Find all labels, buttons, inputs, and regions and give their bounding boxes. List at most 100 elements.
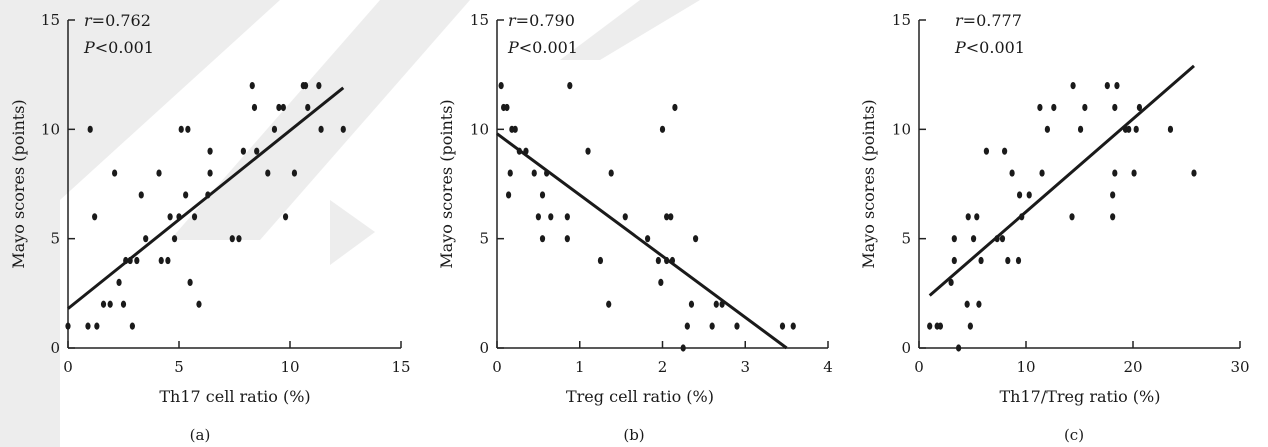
panel-b-x-tick-label: 1 [575, 358, 585, 376]
panel-c-data-point [951, 235, 957, 243]
panel-c-x-tick-label: 30 [1230, 358, 1249, 376]
panel-c-data-point [965, 213, 971, 221]
panel-c-data-point [970, 235, 977, 243]
panel-b-x-tick-label: 0 [492, 358, 502, 376]
panel-b-data-point [680, 344, 686, 352]
panel-a-data-point [318, 125, 324, 133]
panel-a-data-point [185, 125, 191, 133]
panel-c-points [927, 82, 1197, 352]
panel-b-data-point [504, 103, 510, 112]
panel-b-data-point [564, 235, 570, 243]
panel-b-label: (b) [623, 426, 644, 444]
panel-b-data-point [585, 147, 591, 155]
panel-b-data-point [498, 82, 504, 90]
panel-b-data-point [779, 322, 786, 330]
panel-a-data-point [100, 300, 107, 308]
panel-c-data-point [1009, 169, 1015, 177]
panel-c-y-tick-label: 15 [892, 11, 911, 29]
panel-c-data-point [976, 300, 982, 308]
panel-a-p-stat: P<0.001 [83, 38, 154, 57]
panel-c-y-ticks: 0 5 10 15 [892, 11, 926, 357]
panel-a-data-point [302, 82, 309, 90]
panel-a-data-point [305, 103, 311, 112]
panel-c-data-point [1104, 82, 1110, 90]
panel-b-y-ticks: 0 5 10 15 [470, 11, 504, 357]
panel-a-data-point [129, 322, 135, 330]
panel-c-data-point [983, 147, 990, 155]
panel-a-y-tick-label: 0 [50, 339, 60, 357]
panel-b-data-point [668, 213, 674, 221]
panel-c-x-tick-label: 20 [1123, 358, 1142, 376]
panel-c-data-point [1114, 82, 1120, 90]
panel-b-y-tick-label: 10 [470, 120, 489, 138]
panel-b-data-point [684, 322, 690, 330]
panel-c-data-point [1082, 103, 1088, 112]
panel-a-y-tick-label: 15 [41, 11, 60, 29]
panel-a-data-point [87, 125, 93, 133]
panel-a-data-point [65, 322, 71, 330]
panel-a-data-point [134, 256, 140, 265]
panel-b-data-point [734, 322, 740, 330]
panel-a-x-label: Th17 cell ratio (%) [159, 387, 310, 406]
panel-b-data-point [659, 125, 666, 133]
panel-b-data-point [645, 235, 651, 243]
panel-b-data-point [608, 169, 614, 177]
panel-b-x-ticks: 0 1 2 3 4 [492, 341, 833, 376]
panel-c: 0 5 10 15 0 10 20 30 r=0.777 P<0.001 Th17/Treg… [859, 11, 1250, 444]
panel-c-data-point [1016, 191, 1023, 199]
panel-c-data-point [1051, 103, 1057, 112]
panel-c-x-label: Th17/Treg ratio (%) [1000, 387, 1161, 406]
panel-b-data-point [539, 191, 546, 199]
panel-c-data-point [1002, 147, 1008, 155]
panel-a-x-ticks: 0 5 10 15 [63, 341, 411, 376]
panel-b-data-point [548, 213, 554, 221]
panel-b: 0 5 10 15 0 1 2 3 4 r=0.790 P<0.001 Treg cell r… [437, 11, 833, 444]
panel-b-data-point [658, 278, 664, 286]
panel-c-data-point [1037, 103, 1043, 112]
panel-a-y-label: Mayo scores (points) [9, 99, 28, 268]
panel-c-data-point [1110, 191, 1116, 199]
panel-c-data-point [1112, 103, 1118, 112]
panel-a-y-tick-label: 10 [41, 120, 60, 138]
panel-b-data-point [790, 322, 796, 330]
panel-b-data-point [535, 213, 541, 221]
panel-a-data-point [171, 235, 178, 243]
panel-b-data-point [539, 235, 546, 243]
panel-a-data-point [191, 213, 198, 221]
panel-c-data-point [1112, 169, 1118, 177]
panel-c-p-stat: P<0.001 [954, 38, 1025, 57]
panel-b-data-point [655, 256, 661, 265]
panel-a-data-point [291, 169, 298, 177]
panel-a-y-tick-label: 5 [50, 230, 60, 248]
panel-a-data-point [178, 125, 184, 133]
panel-c-y-tick-label: 5 [901, 230, 911, 248]
panel-a-label: (a) [190, 426, 211, 444]
panel-c-data-point [964, 300, 970, 308]
panel-c-data-point [951, 256, 957, 265]
panel-b-data-point [664, 213, 670, 221]
panel-a-x-tick-label: 10 [280, 358, 299, 376]
panel-b-data-point [713, 300, 719, 308]
panel-c-data-point [948, 278, 954, 286]
panel-c-data-point [955, 344, 962, 352]
panel-b-points [498, 82, 796, 352]
panel-b-data-point [709, 322, 715, 330]
panel-a-data-point [92, 213, 98, 221]
panel-a-data-point [240, 147, 246, 155]
panel-a-data-point [107, 300, 113, 308]
panel-c-data-point [1133, 125, 1139, 133]
panel-a-data-point [158, 256, 164, 265]
panel-c-data-point [1077, 125, 1084, 133]
panel-b-data-point [688, 300, 695, 308]
panel-b-data-point [512, 125, 518, 133]
panel-b-y-tick-label: 15 [470, 11, 489, 29]
panel-a-data-point [116, 278, 122, 286]
panel-c-data-point [937, 322, 944, 330]
panel-a-data-point [94, 322, 100, 330]
panel-c-label: (c) [1064, 426, 1084, 444]
panel-a-data-point [229, 235, 235, 243]
panel-a-data-point [236, 235, 242, 243]
panel-a-data-point [167, 213, 173, 221]
panel-b-trend-line [496, 132, 788, 350]
